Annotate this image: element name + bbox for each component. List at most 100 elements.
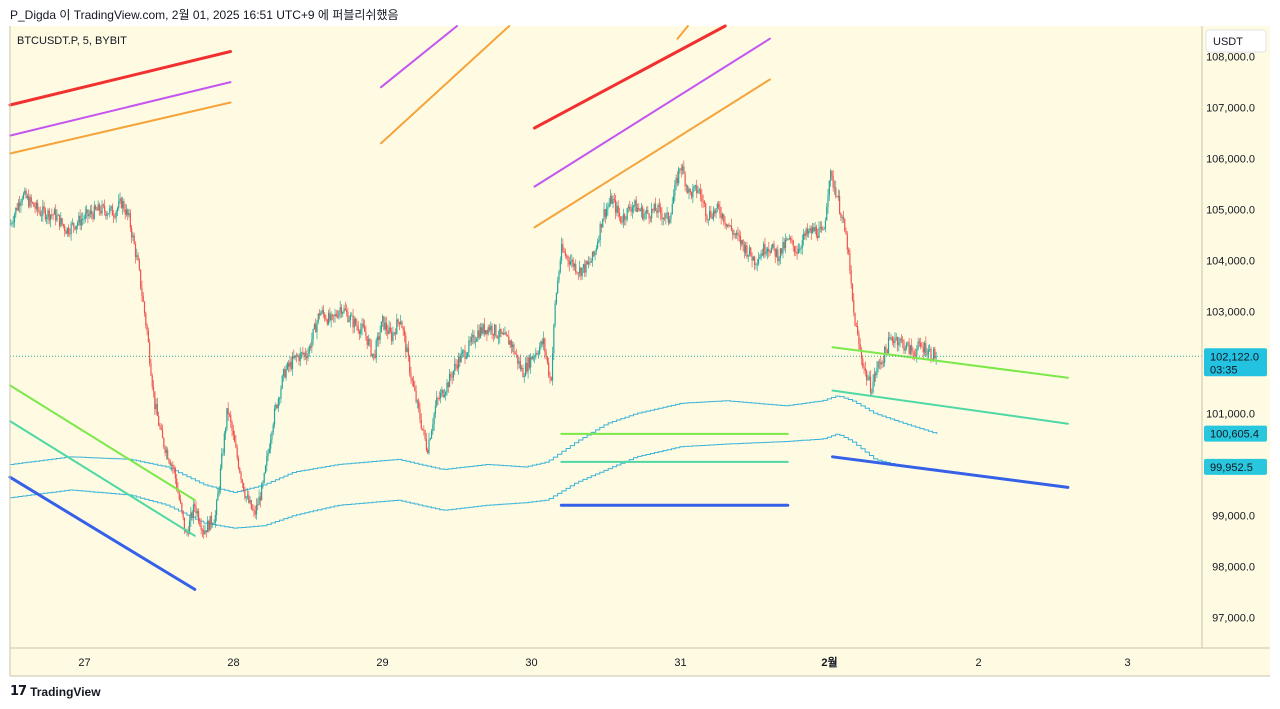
candle-body	[683, 166, 685, 174]
current-price-badge[interactable]	[1204, 348, 1267, 377]
trend-line-3[interactable]	[9, 101, 232, 155]
trend-line-7[interactable]	[533, 24, 727, 130]
candle-body	[11, 223, 13, 225]
tradingview-logo[interactable]: 𝟭𝟳 TradingView	[10, 684, 101, 699]
candle-body	[733, 233, 735, 235]
candle-body	[494, 324, 496, 336]
candle-body	[74, 226, 76, 230]
plot-background[interactable]	[10, 26, 1202, 648]
candle-body	[697, 190, 699, 193]
candle-body	[549, 375, 551, 378]
candle-body	[397, 319, 399, 323]
candle-body	[527, 357, 529, 372]
trend-line-1[interactable]	[8, 50, 232, 107]
candle-body	[818, 228, 820, 238]
candle-body	[383, 316, 385, 330]
candle-body	[476, 339, 478, 342]
trend-line-18[interactable]	[831, 455, 1070, 489]
candle-body	[670, 214, 672, 219]
candle-body	[902, 340, 904, 342]
candle-body	[88, 214, 90, 217]
candle-body	[602, 219, 604, 228]
candle-body	[833, 187, 836, 189]
candle-body	[66, 227, 68, 234]
candle-body	[522, 367, 524, 378]
candle-body	[611, 196, 613, 204]
candle-body	[176, 478, 178, 489]
candle-body	[424, 430, 426, 440]
candle-body	[720, 213, 722, 219]
candle-body	[217, 492, 219, 501]
time-axis[interactable]: 27 28 29 30 31 2월 2 3	[9, 26, 1270, 677]
candle-body	[105, 211, 107, 217]
price-tick-label: 104,000.0	[1206, 256, 1255, 268]
candle-body	[35, 202, 37, 209]
trend-line-6[interactable]	[676, 25, 689, 40]
candle-body	[271, 432, 273, 440]
candle-body	[788, 238, 790, 240]
currency-selector-frame[interactable]	[1205, 29, 1267, 53]
candle-body	[252, 508, 254, 510]
trend-line-10[interactable]	[9, 384, 196, 502]
price-axis[interactable]: 97,000.0 98,000.0 99,000.0 101,000.0 103,000…	[1201, 26, 1270, 676]
trend-line-5[interactable]	[380, 25, 511, 145]
candle-body	[621, 222, 623, 224]
trend-line-11[interactable]	[9, 420, 196, 537]
candle-body	[392, 332, 394, 342]
candle-body	[92, 214, 94, 219]
currency-selector[interactable]: USDT	[1205, 29, 1267, 53]
candle-body	[544, 338, 546, 352]
candle-body	[429, 438, 431, 440]
trend-line-8[interactable]	[533, 37, 771, 188]
candle-body	[540, 341, 542, 347]
level-badge[interactable]	[1204, 458, 1267, 475]
candle-body	[878, 361, 881, 363]
candle-body	[622, 214, 624, 223]
candle-body	[597, 241, 599, 249]
candle-body	[318, 313, 321, 316]
candle-body	[791, 240, 793, 242]
candle-body	[491, 325, 493, 334]
candle-body	[369, 339, 371, 341]
currency-label[interactable]: USDT	[1213, 36, 1243, 48]
trend-line-12[interactable]	[8, 475, 197, 591]
candle-body	[438, 398, 440, 399]
candle-body	[564, 252, 567, 256]
candle-body	[182, 510, 184, 518]
bar-countdown-label: 03:35	[1210, 364, 1238, 376]
candle-body	[705, 203, 707, 217]
trend-line-17[interactable]	[831, 389, 1069, 425]
candle-body	[837, 195, 839, 198]
candle-body	[25, 190, 27, 198]
level-badge[interactable]	[1204, 425, 1267, 442]
trend-line-16[interactable]	[831, 346, 1069, 379]
candle-body	[218, 488, 220, 493]
trend-line-4[interactable]	[380, 25, 458, 89]
candle-body	[904, 348, 906, 351]
candle-body	[91, 210, 93, 215]
candle-body	[295, 355, 297, 357]
candle-body	[926, 354, 928, 356]
candle-body	[439, 393, 442, 399]
candle-body	[671, 204, 673, 215]
candle-body	[102, 204, 104, 206]
trend-line-9[interactable]	[533, 78, 771, 229]
candle-body	[595, 248, 597, 252]
candle-body	[436, 397, 438, 406]
candle-body	[631, 207, 633, 212]
trend-line-2[interactable]	[9, 81, 232, 137]
candle-body	[524, 362, 527, 377]
candle-body	[65, 231, 67, 234]
candle-body	[814, 227, 816, 232]
candle-body	[633, 205, 635, 208]
candle-body	[398, 322, 400, 325]
candle-body	[110, 206, 112, 209]
candle-body	[569, 261, 572, 265]
candle-body	[67, 227, 70, 234]
candle-body	[155, 404, 157, 409]
price-tick-label: 105,000.0	[1206, 205, 1255, 217]
candle-body	[40, 215, 43, 217]
candle-body	[366, 336, 368, 345]
candle-body	[917, 341, 919, 349]
